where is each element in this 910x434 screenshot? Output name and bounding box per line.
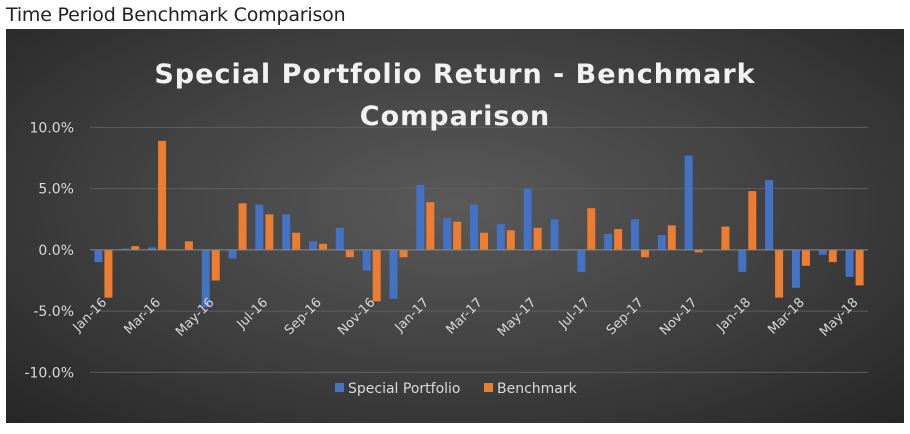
y-tick-label: -10.0% bbox=[24, 365, 74, 381]
bar-special-portfolio bbox=[228, 249, 237, 259]
bar-benchmark bbox=[131, 246, 140, 250]
bars bbox=[94, 140, 864, 308]
legend-label: Special Portfolio bbox=[348, 381, 461, 397]
bar-special-portfolio bbox=[470, 204, 478, 250]
x-tick-label: May-17 bbox=[495, 295, 539, 339]
bar-benchmark bbox=[104, 249, 113, 298]
page-heading: Time Period Benchmark Comparison bbox=[6, 4, 346, 26]
y-axis-ticks: 10.0% 5.0% 0.0% -5.0% -10.0% bbox=[24, 120, 74, 381]
bar-special-portfolio bbox=[818, 249, 827, 255]
bar-special-portfolio bbox=[845, 249, 854, 277]
bar-special-portfolio bbox=[416, 184, 425, 250]
bar-benchmark bbox=[292, 232, 301, 250]
bar-special-portfolio bbox=[201, 249, 210, 308]
bar-special-portfolio bbox=[577, 249, 586, 272]
bar-benchmark bbox=[855, 249, 864, 286]
bar-benchmark bbox=[372, 249, 381, 302]
legend-swatch bbox=[484, 383, 493, 392]
x-tick-label: May-18 bbox=[817, 295, 861, 339]
x-tick-label: Jul-17 bbox=[556, 295, 593, 332]
x-tick-label: Nov-16 bbox=[335, 295, 378, 338]
bar-special-portfolio bbox=[443, 218, 452, 250]
bar-benchmark bbox=[319, 243, 328, 250]
bar-benchmark bbox=[640, 249, 649, 258]
bar-special-portfolio bbox=[684, 155, 693, 250]
bar-benchmark bbox=[721, 226, 730, 250]
bar-special-portfolio bbox=[362, 249, 371, 271]
x-tick-label: Mar-16 bbox=[122, 295, 164, 337]
bar-special-portfolio bbox=[94, 249, 103, 263]
chart-title-line: Special Portfolio Return - Benchmark bbox=[154, 59, 755, 90]
x-tick-label: Mar-18 bbox=[765, 295, 807, 337]
x-tick-label: Jan-16 bbox=[70, 295, 111, 336]
bar-special-portfolio bbox=[282, 214, 291, 250]
x-tick-label: Jul-16 bbox=[234, 295, 271, 332]
bar-special-portfolio bbox=[255, 204, 264, 250]
bar-special-portfolio bbox=[389, 249, 398, 299]
bar-benchmark bbox=[801, 249, 810, 266]
x-tick-label: Jan-17 bbox=[392, 295, 433, 336]
bar-chart: 10.0%5.0%0.0%-5.0%-10.0% Jan-16 Mar-16 May… bbox=[24, 59, 868, 397]
bar-special-portfolio bbox=[523, 188, 532, 250]
chart-title-line: Comparison bbox=[360, 101, 550, 132]
chart-area: 10.0% 5.0% 0.0% -5.0% -10.0% Jan-16 Mar-16 May… bbox=[6, 29, 904, 423]
bar-special-portfolio bbox=[335, 227, 344, 250]
bar-benchmark bbox=[748, 191, 757, 250]
bar-special-portfolio bbox=[604, 233, 613, 250]
y-tick-label: -5.0% bbox=[33, 304, 74, 320]
bar-special-portfolio bbox=[657, 235, 666, 250]
bar-benchmark bbox=[775, 249, 784, 298]
bar-benchmark bbox=[399, 249, 408, 258]
gridlines bbox=[90, 126, 868, 373]
bar-benchmark bbox=[506, 230, 515, 250]
bar-benchmark bbox=[667, 225, 676, 250]
x-tick-label: Sep-16 bbox=[282, 295, 325, 338]
bar-special-portfolio bbox=[791, 249, 800, 288]
bar-special-portfolio bbox=[148, 247, 157, 250]
bar-benchmark bbox=[614, 229, 623, 250]
bar-benchmark bbox=[345, 249, 354, 258]
legend: Special Portfolio Benchmark bbox=[335, 381, 578, 397]
bar-special-portfolio bbox=[496, 224, 505, 250]
bar-special-portfolio bbox=[738, 249, 747, 272]
bar-special-portfolio bbox=[630, 219, 639, 250]
x-axis-ticks: Jan-16 Mar-16 May-16 Jul-16 Sep-16 Nov-16 Jan-… bbox=[70, 295, 862, 339]
bar-benchmark bbox=[533, 227, 542, 250]
x-tick-label: May-16 bbox=[173, 295, 217, 339]
bar-benchmark bbox=[265, 214, 274, 250]
y-tick-label: 5.0% bbox=[38, 182, 74, 198]
chart-title: Special Portfolio Return - Benchmark Comp… bbox=[154, 59, 755, 132]
bar-benchmark bbox=[587, 208, 596, 250]
legend-swatch bbox=[335, 383, 344, 392]
bar-special-portfolio bbox=[121, 248, 130, 250]
x-tick-label: Mar-17 bbox=[443, 295, 485, 337]
x-tick-label: Jan-18 bbox=[714, 295, 755, 336]
bar-special-portfolio bbox=[550, 219, 559, 250]
x-tick-label: Sep-17 bbox=[604, 295, 647, 338]
x-tick-label: Nov-17 bbox=[657, 295, 700, 338]
legend-label: Benchmark bbox=[497, 381, 578, 397]
y-tick-label: 10.0% bbox=[30, 120, 74, 136]
bar-benchmark bbox=[694, 249, 703, 253]
bar-special-portfolio bbox=[765, 180, 774, 250]
bar-benchmark bbox=[828, 249, 837, 263]
bar-benchmark bbox=[158, 140, 167, 250]
y-tick-label: 0.0% bbox=[38, 243, 74, 259]
bar-benchmark bbox=[184, 241, 193, 250]
bar-benchmark bbox=[211, 249, 220, 281]
bar-benchmark bbox=[238, 203, 247, 250]
bar-benchmark bbox=[480, 232, 488, 250]
bar-special-portfolio bbox=[309, 241, 318, 250]
bar-benchmark bbox=[453, 221, 462, 250]
bar-benchmark bbox=[426, 202, 435, 250]
